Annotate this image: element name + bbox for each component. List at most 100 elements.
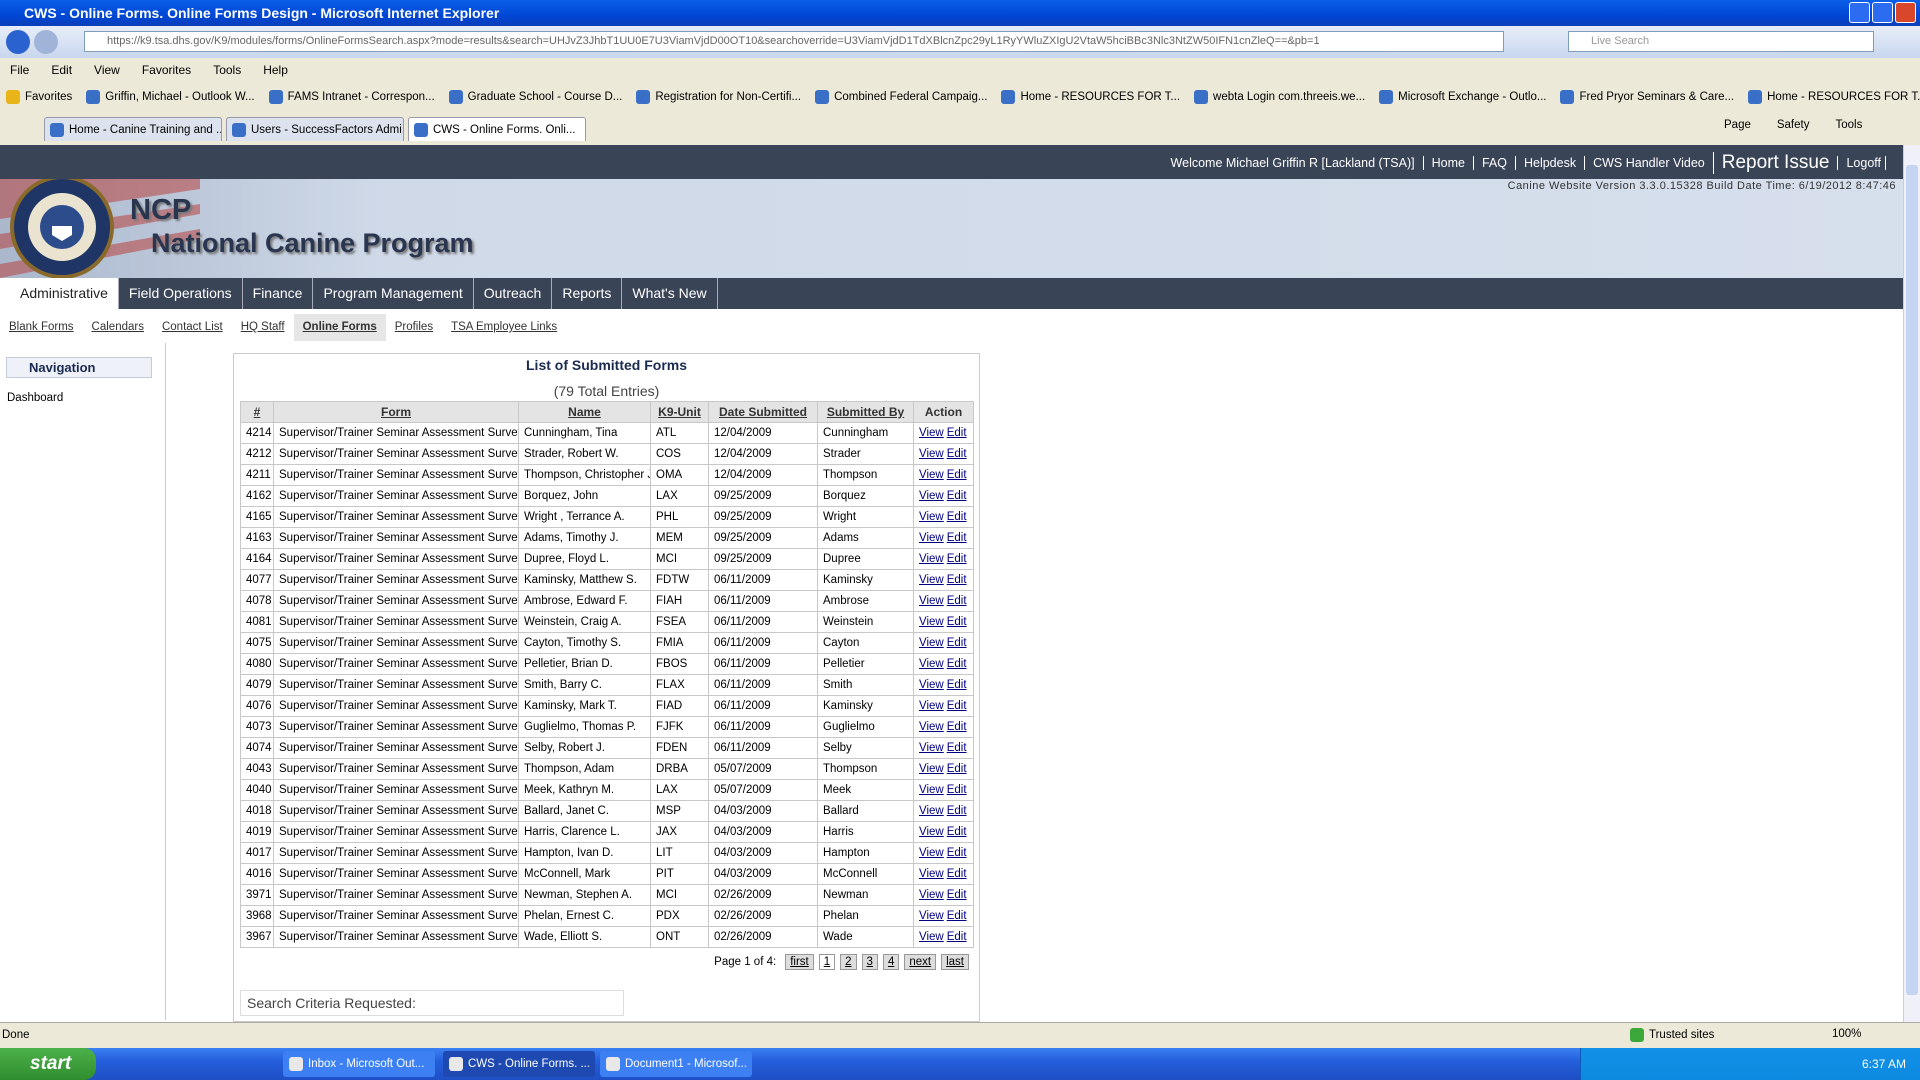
action-link[interactable]: View (919, 721, 944, 733)
sub-nav-link[interactable]: TSA Employee Links (451, 321, 558, 333)
sub-nav-link[interactable]: Calendars (91, 321, 144, 333)
pager-link[interactable]: 2 (840, 954, 857, 970)
favorite-link[interactable]: Home - RESOURCES FOR T... (1748, 90, 1920, 104)
action-link[interactable]: Edit (946, 595, 967, 607)
taskbar-text[interactable]: CWS - Online Forms. ... (468, 1058, 591, 1070)
sidebar-link[interactable]: Dashboard (7, 392, 64, 404)
address-field[interactable]: https://k9.tsa.dhs.gov/K9/modules/forms/… (84, 31, 1504, 52)
menu-item[interactable]: Edit (51, 63, 73, 77)
action-link[interactable]: Edit (946, 700, 967, 712)
report-issue-link[interactable]: Report Issue (1712, 152, 1838, 174)
column-header[interactable]: Form (273, 401, 519, 423)
action-link[interactable]: Edit (946, 826, 967, 838)
nav-button[interactable] (6, 30, 30, 54)
command-button[interactable]: Safety (1776, 119, 1810, 131)
favorite-text[interactable]: Home - RESOURCES FOR T... (1767, 91, 1920, 103)
action-link[interactable]: Edit (946, 637, 967, 649)
action-link[interactable]: View (919, 595, 944, 607)
header-link[interactable]: Helpdesk (1514, 156, 1584, 170)
tab-title[interactable]: Users - SuccessFactors Admi... (251, 123, 404, 136)
action-link[interactable]: View (919, 658, 944, 670)
action-link[interactable]: View (919, 742, 944, 754)
action-link[interactable]: Edit (946, 553, 967, 565)
header-link[interactable]: FAQ (1472, 156, 1515, 170)
action-link[interactable]: Edit (946, 868, 967, 880)
pager-link[interactable]: first (785, 954, 814, 970)
taskbar-text[interactable]: Inbox - Microsoft Out... (308, 1058, 425, 1070)
nav-tab[interactable]: Finance (243, 278, 314, 309)
sub-nav-link[interactable]: HQ Staff (240, 321, 285, 333)
zoom-text[interactable]: 100% (1832, 1028, 1862, 1040)
action-link[interactable]: View (919, 511, 944, 523)
action-link[interactable]: View (919, 616, 944, 628)
menu-item[interactable]: File (10, 63, 30, 77)
taskbar-item[interactable]: Document1 - Microsof... (600, 1051, 752, 1077)
pager-link[interactable]: 1 (818, 954, 836, 970)
favorite-text[interactable]: Fred Pryor Seminars & Care... (1579, 91, 1735, 103)
url[interactable]: https://k9.tsa.dhs.gov/K9/modules/forms/… (107, 35, 1320, 47)
favorite-link[interactable]: Fred Pryor Seminars & Care... (1560, 90, 1734, 104)
action-link[interactable]: View (919, 574, 944, 586)
action-link[interactable]: Edit (946, 847, 967, 859)
action-link[interactable]: View (919, 553, 944, 565)
column-header[interactable]: Submitted By (817, 401, 914, 423)
action-link[interactable]: View (919, 637, 944, 649)
nav-tab[interactable]: Administrative (10, 278, 119, 309)
start-button[interactable]: start (0, 1048, 96, 1080)
favorite-text[interactable]: Combined Federal Campaig... (834, 91, 988, 103)
favorite-link[interactable]: Registration for Non-Certifi... (636, 90, 801, 104)
favorite-link[interactable]: Graduate School - Course D... (448, 90, 623, 104)
action-link[interactable]: Edit (946, 721, 967, 733)
action-link[interactable]: Edit (946, 742, 967, 754)
favorites-button[interactable]: Favorites (6, 90, 72, 104)
column-header[interactable]: # (240, 401, 274, 423)
action-link[interactable]: View (919, 805, 944, 817)
command-button[interactable]: Tools (1835, 119, 1863, 131)
nav-tab[interactable]: Program Management (313, 278, 474, 309)
favorite-text[interactable]: Graduate School - Course D... (467, 91, 623, 103)
window-button[interactable] (1849, 2, 1870, 23)
header-link[interactable]: CWS Handler Video (1584, 156, 1713, 170)
action-link[interactable]: Edit (946, 469, 967, 481)
menu-item[interactable]: View (94, 63, 120, 77)
action-link[interactable]: View (919, 784, 944, 796)
action-link[interactable]: View (919, 532, 944, 544)
favorite-text[interactable]: Griffin, Michael - Outlook W... (105, 91, 255, 103)
scrollbar[interactable] (1903, 145, 1920, 1022)
action-link[interactable]: Edit (946, 679, 967, 691)
browser-tab[interactable]: CWS - Online Forms. Onli... (408, 117, 586, 141)
action-link[interactable]: Edit (946, 784, 967, 796)
nav-tab[interactable]: Reports (552, 278, 623, 309)
search-field[interactable]: Live Search (1568, 31, 1874, 52)
action-link[interactable]: Edit (946, 574, 967, 586)
tab-title[interactable]: CWS - Online Forms. Onli... (433, 123, 576, 136)
action-link[interactable]: View (919, 679, 944, 691)
nav-tab[interactable]: What's New (622, 278, 718, 309)
window-button[interactable] (1872, 2, 1893, 23)
favorite-link[interactable]: Home - RESOURCES FOR T... (1001, 90, 1180, 104)
pager-link[interactable]: last (941, 954, 969, 970)
action-link[interactable]: View (919, 448, 944, 460)
action-link[interactable]: Edit (946, 490, 967, 502)
action-link[interactable]: Edit (946, 763, 967, 775)
action-link[interactable]: View (919, 490, 944, 502)
window-button[interactable] (1895, 2, 1916, 23)
action-link[interactable]: View (919, 931, 944, 943)
favorite-link[interactable]: webta Login com.threeis.we... (1194, 90, 1365, 104)
action-link[interactable]: View (919, 847, 944, 859)
command-button[interactable]: Page (1724, 119, 1751, 131)
pager-link[interactable]: 3 (861, 954, 878, 970)
favorite-text[interactable]: webta Login com.threeis.we... (1213, 91, 1366, 103)
action-link[interactable]: Edit (946, 616, 967, 628)
logoff-link[interactable]: Logoff (1837, 156, 1886, 170)
nav-tab[interactable]: Outreach (474, 278, 553, 309)
action-link[interactable]: Edit (946, 448, 967, 460)
favorite-text[interactable]: Registration for Non-Certifi... (655, 91, 802, 103)
action-link[interactable]: View (919, 868, 944, 880)
nav-button[interactable] (34, 30, 58, 54)
favorite-link[interactable]: Griffin, Michael - Outlook W... (86, 90, 255, 104)
sub-nav-link[interactable]: Contact List (161, 321, 223, 333)
sub-nav-link[interactable]: Online Forms (293, 314, 386, 341)
scroll-thumb[interactable] (1906, 165, 1918, 995)
search-placeholder[interactable]: Live Search (1591, 35, 1650, 47)
